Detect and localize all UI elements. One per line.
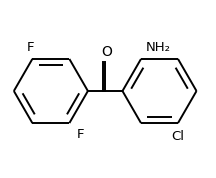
Text: NH₂: NH₂ xyxy=(146,41,171,54)
Text: Cl: Cl xyxy=(172,130,184,143)
Text: O: O xyxy=(101,45,112,59)
Text: F: F xyxy=(77,128,84,141)
Text: F: F xyxy=(27,41,35,54)
